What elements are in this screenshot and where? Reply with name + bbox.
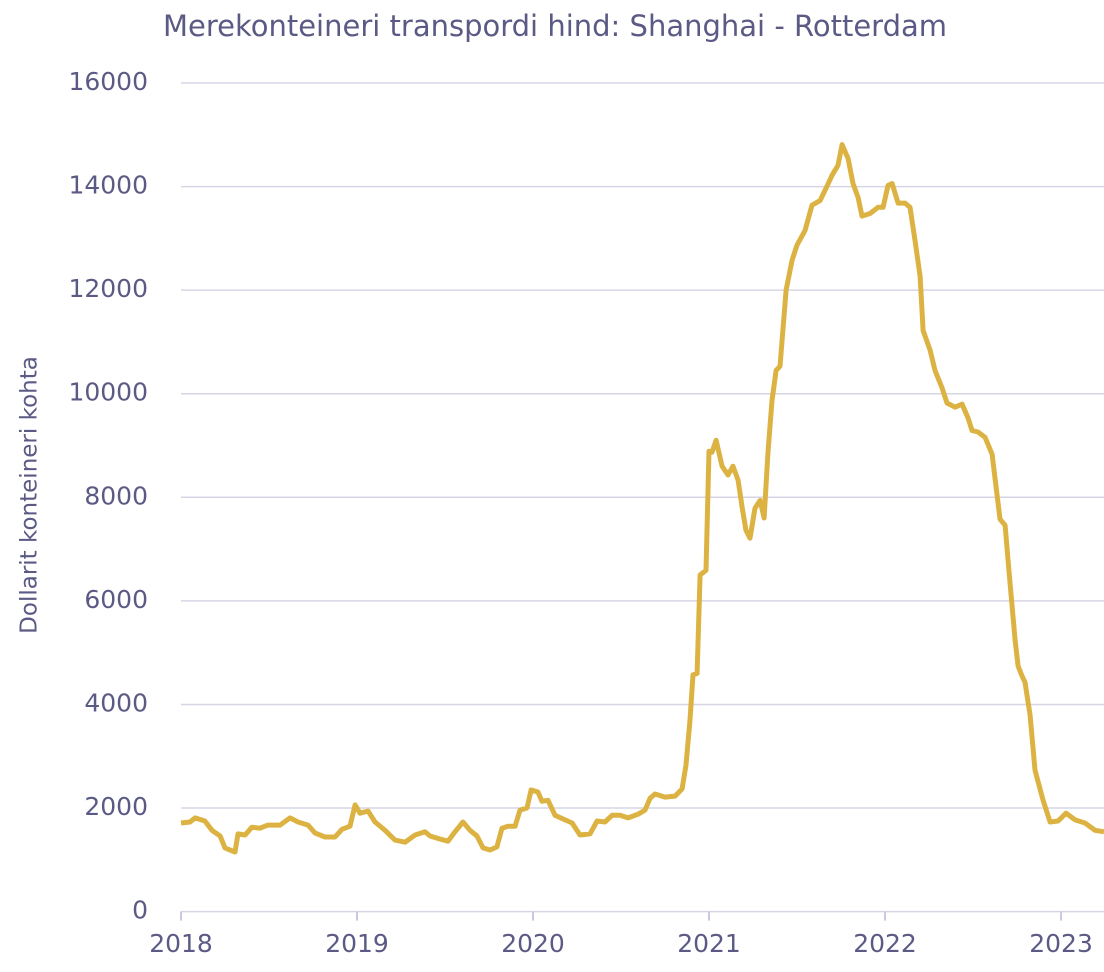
y-tick-label: 8000: [84, 481, 148, 510]
y-tick-label: 14000: [68, 171, 148, 200]
y-tick-label: 16000: [68, 67, 148, 96]
x-tick-label: 2022: [853, 929, 917, 958]
x-tick-label: 2023: [1029, 929, 1093, 958]
y-tick-label: 2000: [84, 792, 148, 821]
y-tick-label: 4000: [84, 688, 148, 717]
y-tick-label: 0: [132, 896, 148, 925]
y-tick-label: 10000: [68, 378, 148, 407]
x-tick-label: 2021: [677, 929, 741, 958]
y-axis-label: Dollarit konteineri kohta: [17, 356, 43, 634]
y-tick-label: 6000: [84, 585, 148, 614]
chart-title: Merekonteineri transpordi hind: Shanghai…: [163, 9, 947, 43]
data-line: [180, 142, 1104, 855]
x-tick-label: 2018: [149, 929, 213, 958]
y-tick-label: 12000: [68, 274, 148, 303]
x-tick-label: 2019: [325, 929, 389, 958]
x-tick-label: 2020: [501, 929, 565, 958]
